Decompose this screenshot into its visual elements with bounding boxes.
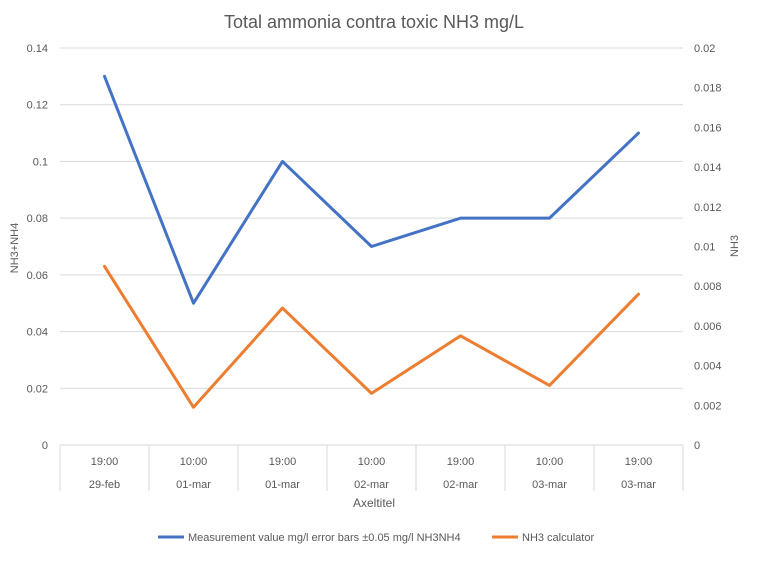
category-date-label: 02-mar	[354, 479, 389, 491]
series-line-nh3	[103, 264, 640, 409]
left-axis-label: NH3+NH4	[9, 223, 21, 273]
right-tick-label: 0.002	[694, 400, 722, 412]
legend-label: NH3 calculator	[522, 532, 594, 544]
series-lines	[103, 74, 640, 409]
category-time-label: 19:00	[625, 456, 653, 468]
category-date-label: 01-mar	[176, 479, 211, 491]
gridlines	[60, 47, 683, 446]
right-tick-label: 0.014	[694, 162, 722, 174]
right-tick-label: 0	[694, 440, 700, 452]
legend: Measurement value mg/l error bars ±0.05 …	[158, 532, 594, 544]
category-date-label: 03-mar	[621, 479, 656, 491]
chart-title: Total ammonia contra toxic NH3 mg/L	[224, 12, 524, 32]
right-axis-label: NH3	[729, 235, 741, 257]
left-tick-label: 0.08	[27, 213, 48, 225]
right-axis-ticks: 0 0.002 0.004 0.006 0.008 0.01 0.012 0.014 0.016…	[694, 43, 722, 452]
left-tick-label: 0.06	[27, 270, 48, 282]
left-tick-label: 0.14	[27, 43, 48, 55]
category-time-label: 19:00	[447, 456, 475, 468]
right-tick-label: 0.02	[694, 43, 715, 55]
right-tick-label: 0.012	[694, 202, 722, 214]
right-tick-label: 0.016	[694, 122, 722, 134]
category-time-label: 19:00	[91, 456, 119, 468]
right-tick-label: 0.018	[694, 83, 722, 95]
right-tick-label: 0.004	[694, 361, 722, 373]
left-axis-ticks: 0 0.02 0.04 0.06 0.08 0.1 0.12 0.14	[27, 43, 48, 452]
left-tick-label: 0.1	[33, 156, 48, 168]
category-time-label: 10:00	[180, 456, 208, 468]
x-axis-label: Axeltitel	[353, 496, 395, 510]
left-tick-label: 0.04	[27, 327, 48, 339]
left-tick-label: 0.12	[27, 100, 48, 112]
right-tick-label: 0.01	[694, 242, 715, 254]
category-time-label: 10:00	[536, 456, 564, 468]
category-date-label: 01-mar	[265, 479, 300, 491]
category-time-label: 19:00	[269, 456, 297, 468]
series-line-measurement	[103, 74, 640, 305]
legend-label: Measurement value mg/l error bars ±0.05 …	[188, 532, 461, 544]
category-date-label: 02-mar	[443, 479, 478, 491]
right-tick-label: 0.008	[694, 281, 722, 293]
legend-entry-measurement: Measurement value mg/l error bars ±0.05 …	[158, 532, 461, 544]
category-date-label: 03-mar	[532, 479, 567, 491]
category-time-label: 10:00	[358, 456, 386, 468]
category-date-label: 29-feb	[89, 479, 120, 491]
legend-entry-nh3: NH3 calculator	[492, 532, 594, 544]
left-tick-label: 0.02	[27, 383, 48, 395]
right-tick-label: 0.006	[694, 321, 722, 333]
left-tick-label: 0	[42, 440, 48, 452]
category-axis: 19:00 29-feb 10:00 01-mar 19:00 01-mar 10:00 02…	[59, 445, 684, 491]
